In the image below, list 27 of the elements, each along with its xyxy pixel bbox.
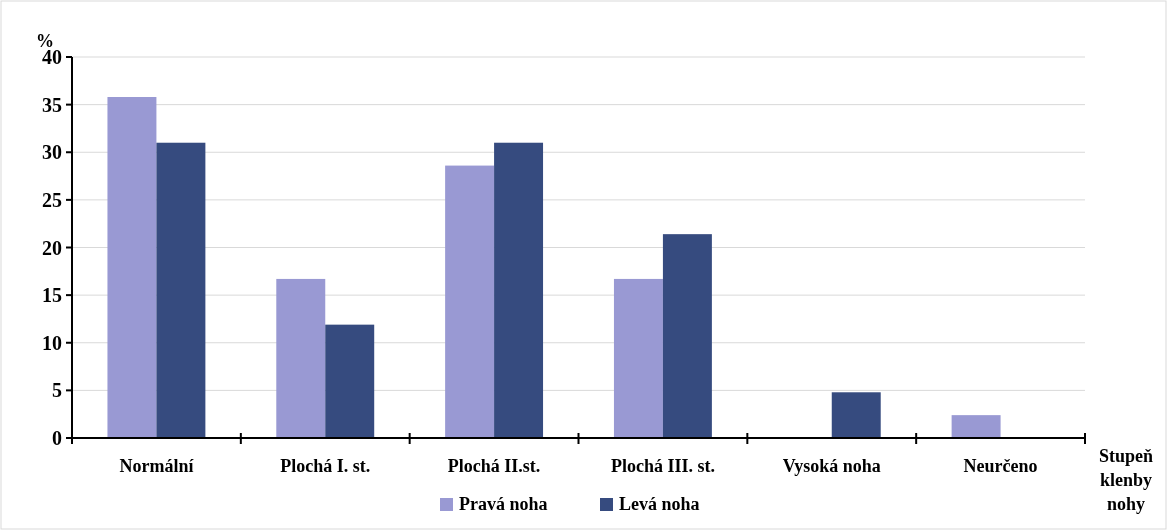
y-tick-label: 5 (52, 379, 62, 402)
bar (494, 142, 544, 438)
x-tick-label: Neurčeno (963, 456, 1038, 476)
bar (662, 234, 712, 438)
bar (325, 324, 375, 438)
y-tick-label: 0 (52, 427, 62, 449)
legend-label: Pravá noha (459, 494, 548, 514)
bar (951, 415, 1001, 438)
x-tick-label: Normální (119, 456, 195, 476)
bar (107, 97, 157, 438)
y-tick-label: 20 (42, 236, 62, 259)
y-tick-label: 35 (42, 93, 62, 116)
x-tick-label: Vysoká noha (782, 456, 881, 476)
legend-label: Levá noha (619, 494, 700, 514)
x-tick-label: Plochá II.st. (447, 456, 541, 476)
y-tick-label: 30 (42, 141, 62, 164)
bar (831, 392, 881, 438)
bar (276, 278, 326, 438)
y-tick-label: 15 (42, 284, 62, 307)
bar (445, 165, 495, 438)
x-tick-label: Plochá III. st. (610, 456, 715, 476)
y-tick-label: 25 (42, 188, 62, 211)
bar (156, 142, 206, 438)
bar (613, 278, 663, 438)
x-tick-label: Plochá I. st. (280, 456, 371, 476)
y-tick-label: 10 (42, 331, 62, 354)
x-axis-title: Stupeň klenby nohy (1098, 446, 1154, 514)
